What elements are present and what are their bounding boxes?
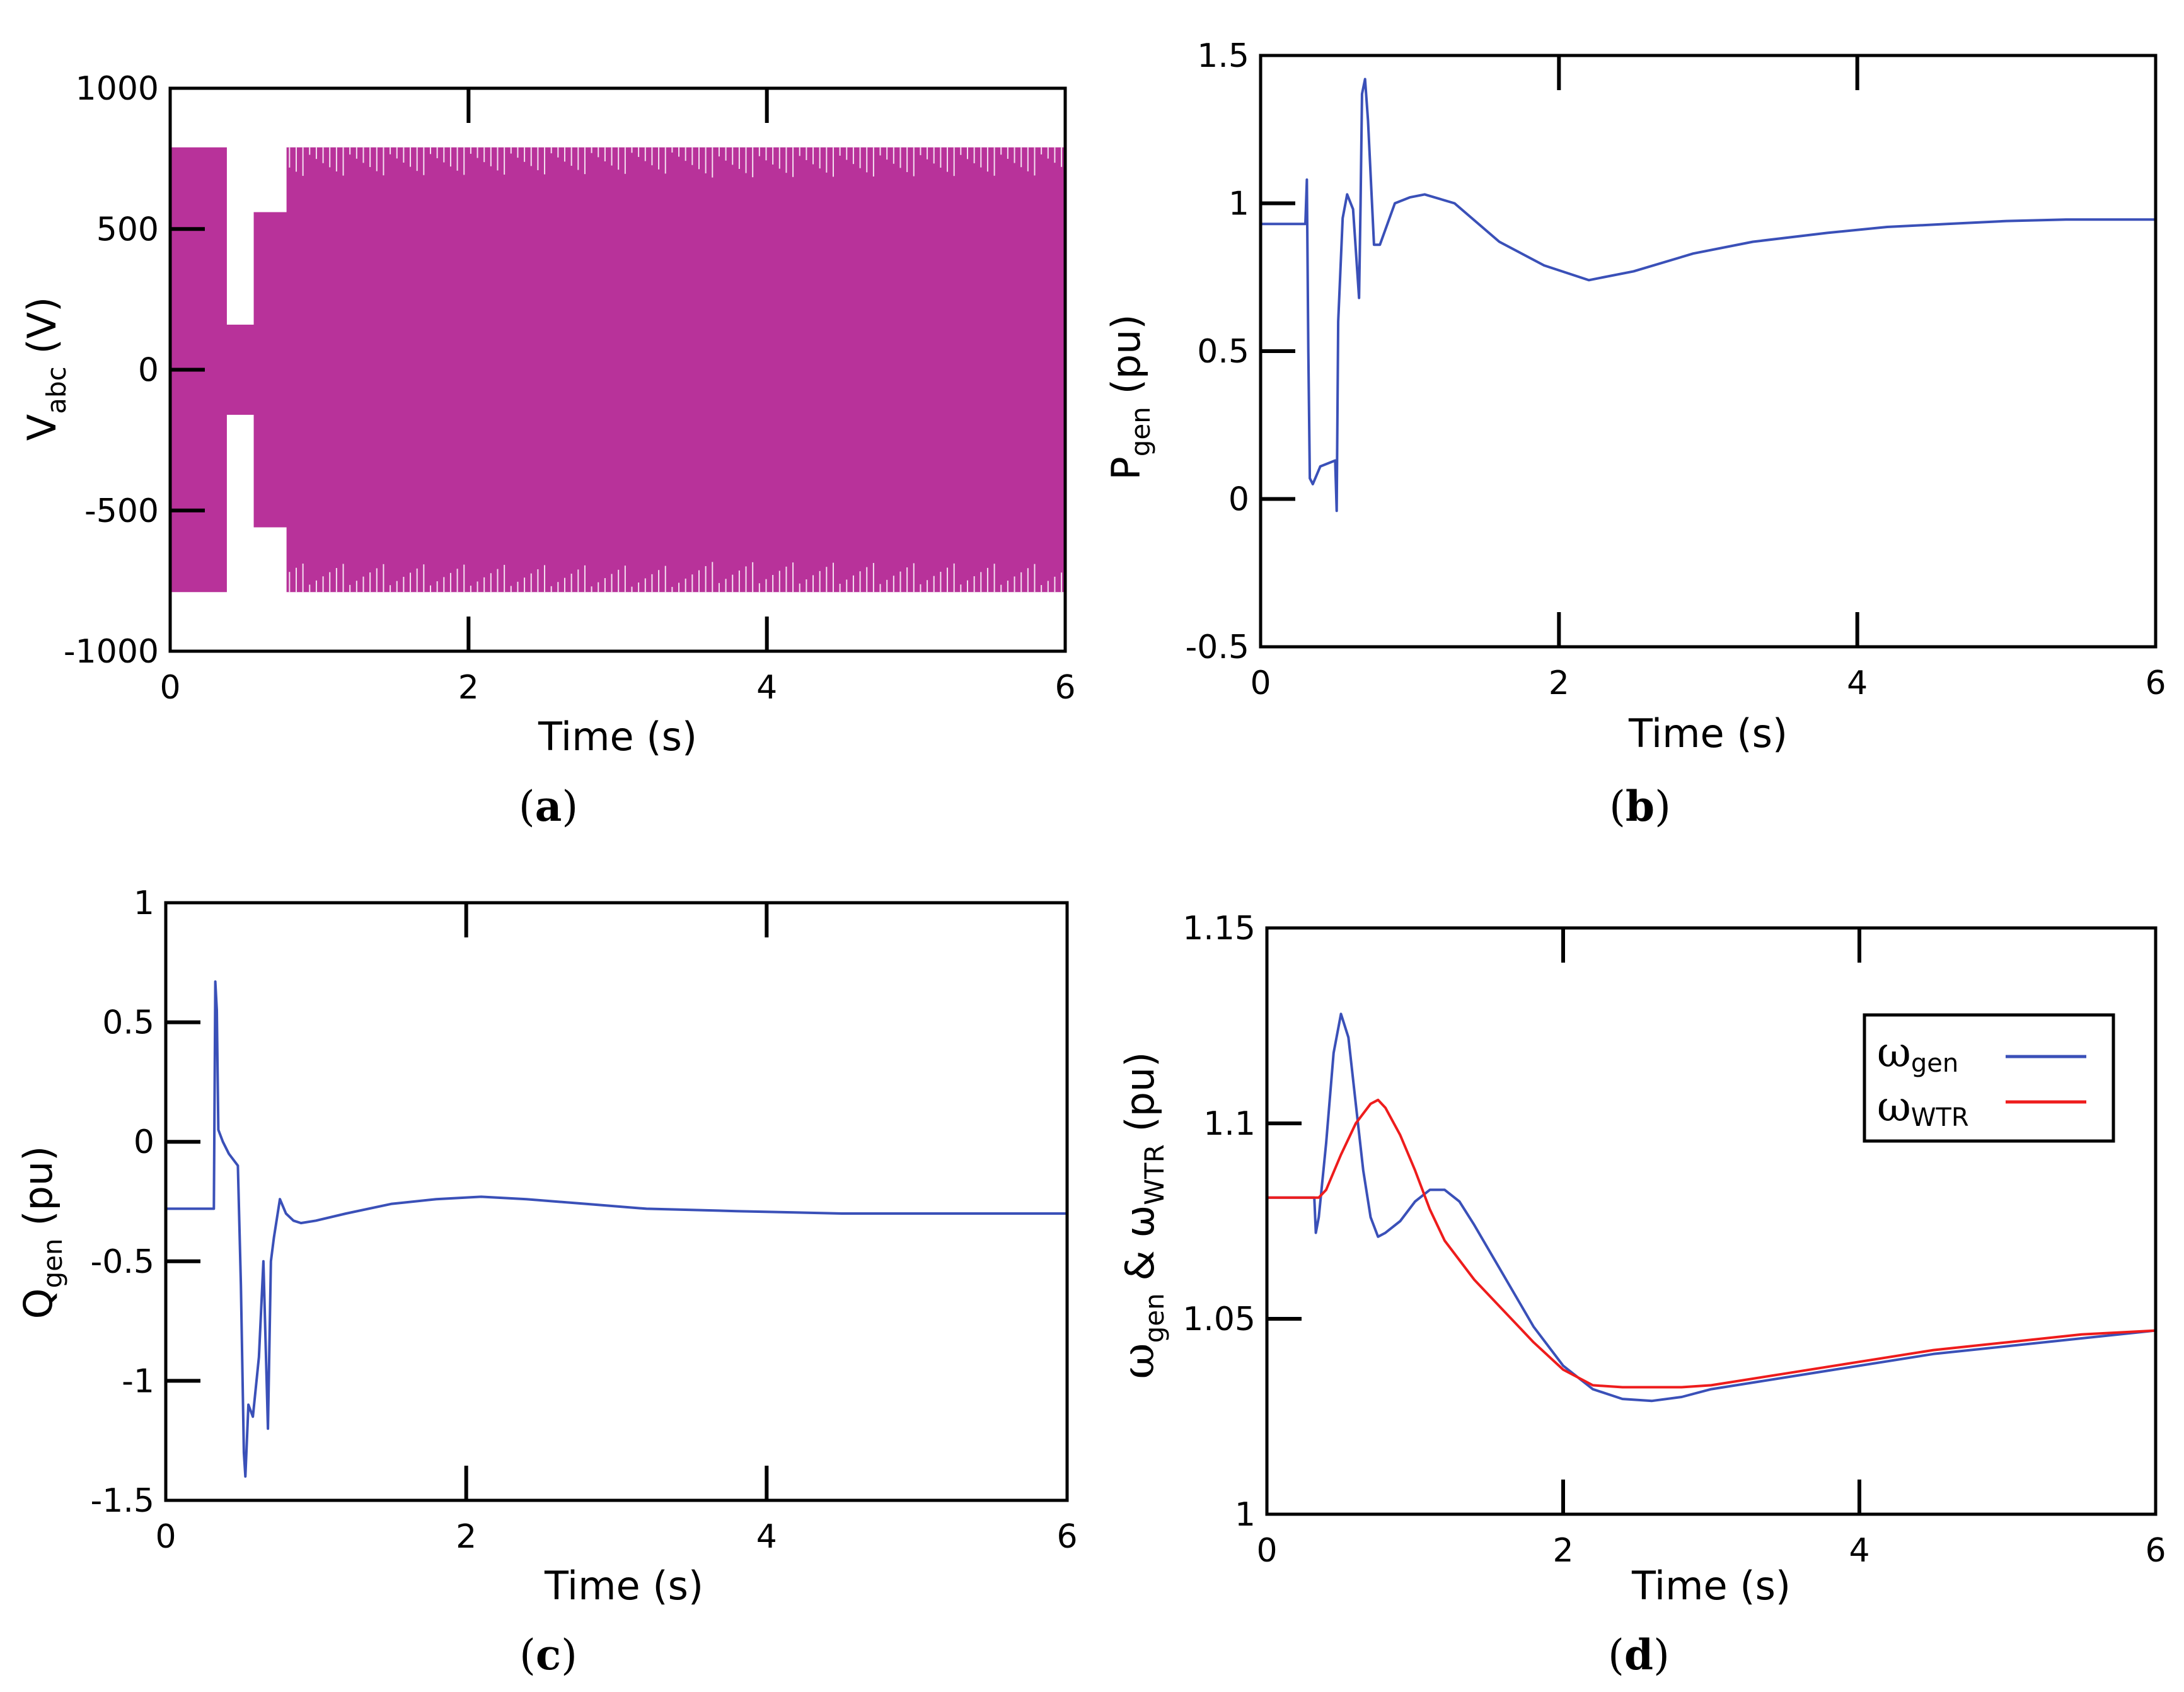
panel-d-frame [1265,926,2158,1516]
panel-a-ytick-label-1: 500 [96,211,159,248]
panel-d-ytick-label-0: 1.15 [1182,910,1256,947]
panel-b-ytick-label-1: 1 [1228,185,1249,223]
series-vabc [170,147,1065,593]
panel-d: 0 2 4 6 1.15 1.1 1.05 1 Time (s) ωgen & ωWTR (p… [1112,910,2166,1679]
panel-c-ytick-label-2: 0 [134,1123,154,1161]
panel-c-xtick-label-3: 6 [1056,1518,1077,1556]
panel-a-ytick-label-0: 1000 [76,70,159,108]
panel-b-ylabel: Pgen (pu) [1103,314,1156,480]
panel-c: 0 2 4 6 1 0.5 0 -0.5 -1 -1.5 Time (s) Qgen (pu) (… [15,884,1078,1679]
panel-c-ytick-label-5: -1.5 [91,1482,154,1520]
panel-d-ytick-label-3: 1 [1235,1496,1256,1534]
panel-c-frame [164,901,1069,1502]
panel-d-xtick-label-2: 4 [1849,1532,1869,1570]
panel-c-ytick-label-1: 0.5 [102,1004,154,1042]
panel-b-ytick-label-4: -0.5 [1186,629,1249,666]
panel-b-xtick-label-0: 0 [1250,664,1271,702]
panel-a-ylabel: Vabc (V) [19,297,72,441]
panel-d-xlabel: Time (s) [1631,1563,1791,1609]
legend-label-wgen: ωgen [1877,1028,1958,1078]
panel-a-ytick-label-2: 0 [138,352,159,390]
series-b-0 [1261,78,2156,513]
panel-a-xtick-label-3: 6 [1054,669,1075,707]
panel-b-ytick-label-0: 1.5 [1197,37,1249,75]
panel-b-xtick-label-1: 2 [1549,664,1569,702]
series-vabc-spikes [289,147,1063,593]
panel-b-xlabel: Time (s) [1628,710,1788,756]
panel-a-xtick-label-0: 0 [159,669,180,707]
panel-d-legend: ωgen ωWTR [1863,1013,2115,1143]
panel-b-xtick-label-3: 6 [2145,664,2166,702]
panel-d-caption: (d) [1608,1630,1670,1679]
panel-d-xtick-label-0: 0 [1256,1532,1277,1570]
series-c-0 [166,980,1067,1478]
panel-c-xtick-label-2: 4 [756,1518,777,1556]
panel-c-xlabel: Time (s) [544,1563,703,1609]
panel-d-ytick-label-2: 1.05 [1182,1301,1256,1338]
series-d-1 [1267,1098,2156,1389]
series-d-0 [1267,1012,2156,1403]
panel-d-xtick-label-1: 2 [1552,1532,1573,1570]
panel-c-ytick-label-3: -0.5 [91,1243,154,1281]
panel-a-ytick-label-4: -1000 [64,633,159,671]
panel-b-caption: (b) [1609,782,1671,831]
legend-box [1863,1013,2115,1143]
panel-b-ytick-label-3: 0 [1228,481,1249,519]
legend-label-wwtr: ωWTR [1877,1082,1969,1132]
panel-c-ylabel: Qgen (pu) [15,1146,68,1319]
panel-a-ytick-label-3: -500 [84,492,159,530]
panel-a-caption: (a) [519,782,578,831]
panel-d-ylabel: ωgen & ωWTR (pu) [1112,1052,1170,1379]
panel-c-ytick-label-4: -1 [122,1362,154,1400]
panel-d-xtick-label-3: 6 [2145,1532,2166,1570]
panel-b: 0 2 4 61.510.50-0.5 Time (s) Pgen (pu) (b) [1103,37,2166,831]
panel-a-xlabel: Time (s) [538,714,697,760]
panel-d-ytick-label-1: 1.1 [1203,1105,1256,1143]
panel-c-caption: (c) [519,1630,577,1679]
panel-c-xtick-label-0: 0 [155,1518,176,1556]
panel-b-xtick-label-2: 4 [1847,664,1868,702]
panel-c-ytick-label-0: 1 [134,884,154,922]
panel-a-xtick-label-2: 4 [756,669,777,707]
panel-c-xtick-label-1: 2 [456,1518,477,1556]
panel-a-xtick-label-1: 2 [458,669,479,707]
panel-b-ytick-label-2: 0.5 [1197,333,1249,371]
